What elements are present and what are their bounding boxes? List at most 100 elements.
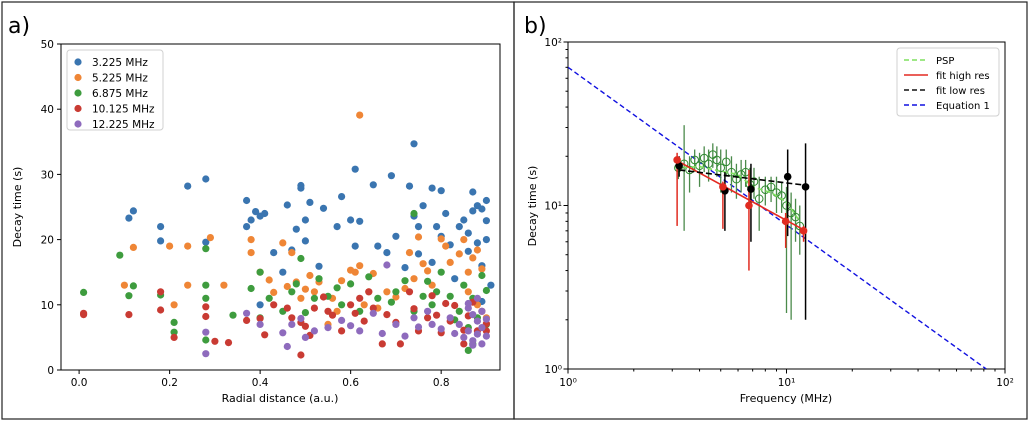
scatter-point (229, 311, 237, 319)
high-res-point (673, 156, 681, 164)
y-tick-label: 30 (41, 169, 54, 181)
scatter-point (374, 242, 382, 250)
scatter-point (442, 242, 450, 250)
scatter-point (256, 320, 264, 328)
scatter-point (487, 281, 495, 289)
scatter-point (356, 262, 364, 270)
scatter-point (184, 242, 192, 250)
scatter-point (170, 333, 178, 341)
scatter-point (405, 249, 414, 257)
scatter-point (243, 196, 251, 205)
scatter-point (306, 271, 314, 280)
scatter-point (469, 188, 477, 196)
low-res-point (747, 185, 755, 193)
scatter-point (120, 281, 128, 289)
legend-marker (74, 120, 82, 128)
legend-label: 5.225 MHz (92, 73, 148, 85)
scatter-point (283, 201, 291, 209)
scatter-point (202, 238, 210, 246)
scatter-point (184, 182, 192, 190)
scatter-point (129, 207, 137, 215)
scatter-point (405, 288, 414, 296)
scatter-point (166, 242, 174, 250)
plot-b-xlabel: Frequency (MHz) (740, 392, 832, 405)
scatter-point (129, 282, 137, 290)
y-tick-label: 40 (41, 104, 54, 116)
scatter-point (401, 332, 409, 340)
plot-a-legend: 3.225 MHz 5.225 MHz 6.875 MHz 10.125 MHz 12.… (66, 49, 164, 131)
high-res-point (719, 183, 727, 191)
scatter-point (170, 318, 178, 326)
scatter-point (437, 235, 445, 243)
legend-marker (74, 73, 82, 82)
low-res-point (675, 161, 683, 170)
scatter-point (319, 293, 328, 301)
scatter-point (80, 311, 88, 319)
scatter-point (383, 249, 391, 257)
scatter-point (270, 249, 278, 257)
scatter-point (202, 312, 210, 321)
scatter-point (351, 268, 359, 276)
y-tick-label: 10² (544, 37, 562, 49)
scatter-point (442, 299, 450, 308)
scatter-point (292, 280, 300, 288)
scatter-point (482, 236, 490, 244)
scatter-point (202, 245, 210, 253)
scatter-point (482, 196, 490, 205)
scatter-point (392, 320, 400, 328)
scatter-point (369, 309, 377, 317)
scatter-point (424, 277, 432, 285)
scatter-point (288, 320, 296, 328)
scatter-point (202, 336, 210, 344)
scatter-point (478, 340, 486, 348)
scatter-point (256, 301, 264, 309)
plot-b-ylabel: Decay time (s) (526, 166, 539, 247)
scatter-point (324, 324, 332, 332)
scatter-point (478, 307, 486, 315)
plot-a-xlabel: Radial distance (a.u.) (222, 392, 339, 405)
scatter-point (338, 316, 346, 324)
scatter-point (306, 198, 314, 206)
scatter-point (211, 337, 219, 345)
scatter-point (383, 261, 391, 269)
scatter-point (356, 217, 364, 225)
legend-marker (74, 89, 82, 97)
scatter-point (460, 236, 468, 244)
scatter-point (256, 314, 264, 323)
scatter-point (283, 282, 291, 291)
scatter-point (455, 250, 463, 258)
scatter-point (301, 333, 309, 341)
scatter-point (347, 301, 355, 309)
scatter-point (437, 325, 445, 333)
scatter-point (460, 281, 468, 289)
legend-label: Equation 1 (936, 101, 990, 112)
scatter-point (202, 281, 210, 289)
low-res-point (801, 183, 810, 191)
scatter-point (125, 214, 133, 222)
scatter-point (455, 320, 463, 328)
x-tick-label: 10⁰ (559, 377, 577, 389)
plot-b-clip (568, 66, 987, 369)
scatter-point (310, 327, 318, 335)
scatter-point (224, 339, 233, 347)
scatter-point (347, 280, 355, 288)
panel-b-border (513, 1, 1028, 420)
scatter-point (202, 294, 210, 302)
y-tick-label: 10¹ (544, 201, 562, 213)
scatter-point (414, 223, 423, 231)
scatter-point (170, 328, 178, 336)
scatter-point (446, 314, 454, 322)
psp-point (736, 170, 746, 179)
scatter-point (297, 181, 305, 190)
psp-point (732, 174, 741, 184)
low-res-point (783, 172, 792, 181)
scatter-point (410, 275, 418, 283)
scatter-point (301, 237, 309, 245)
scatter-point (170, 301, 178, 309)
scatter-point (482, 286, 490, 295)
legend-box (896, 47, 1000, 117)
scatter-point (297, 254, 305, 263)
scatter-point (270, 301, 278, 309)
scatter-point (301, 285, 309, 293)
scatter-point (292, 225, 300, 233)
